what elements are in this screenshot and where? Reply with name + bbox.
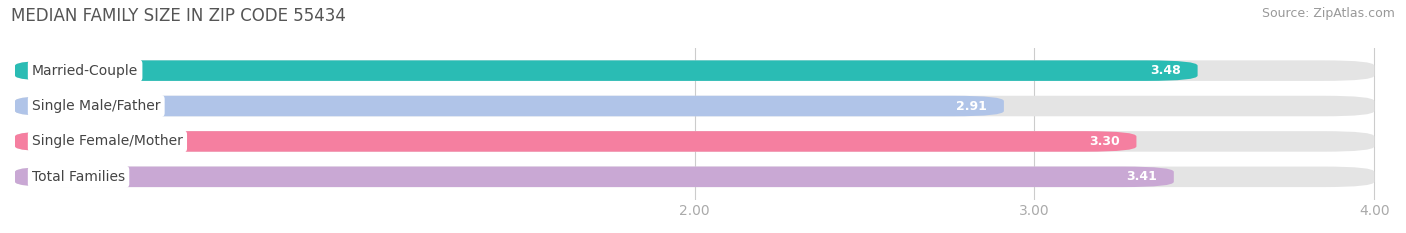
Text: 3.30: 3.30 [1088,135,1119,148]
Text: 3.41: 3.41 [1126,170,1157,183]
Text: Source: ZipAtlas.com: Source: ZipAtlas.com [1261,7,1395,20]
FancyBboxPatch shape [15,131,1136,152]
Text: 2.91: 2.91 [956,99,987,113]
FancyBboxPatch shape [15,96,1374,116]
FancyBboxPatch shape [15,96,1004,116]
FancyBboxPatch shape [15,60,1374,81]
FancyBboxPatch shape [15,167,1374,187]
Text: Total Families: Total Families [32,170,125,184]
FancyBboxPatch shape [15,167,1174,187]
Text: 3.48: 3.48 [1150,64,1181,77]
Text: Single Female/Mother: Single Female/Mother [32,134,183,148]
FancyBboxPatch shape [15,60,1198,81]
Text: Married-Couple: Married-Couple [32,64,138,78]
FancyBboxPatch shape [15,131,1374,152]
Text: Single Male/Father: Single Male/Father [32,99,160,113]
Text: MEDIAN FAMILY SIZE IN ZIP CODE 55434: MEDIAN FAMILY SIZE IN ZIP CODE 55434 [11,7,346,25]
